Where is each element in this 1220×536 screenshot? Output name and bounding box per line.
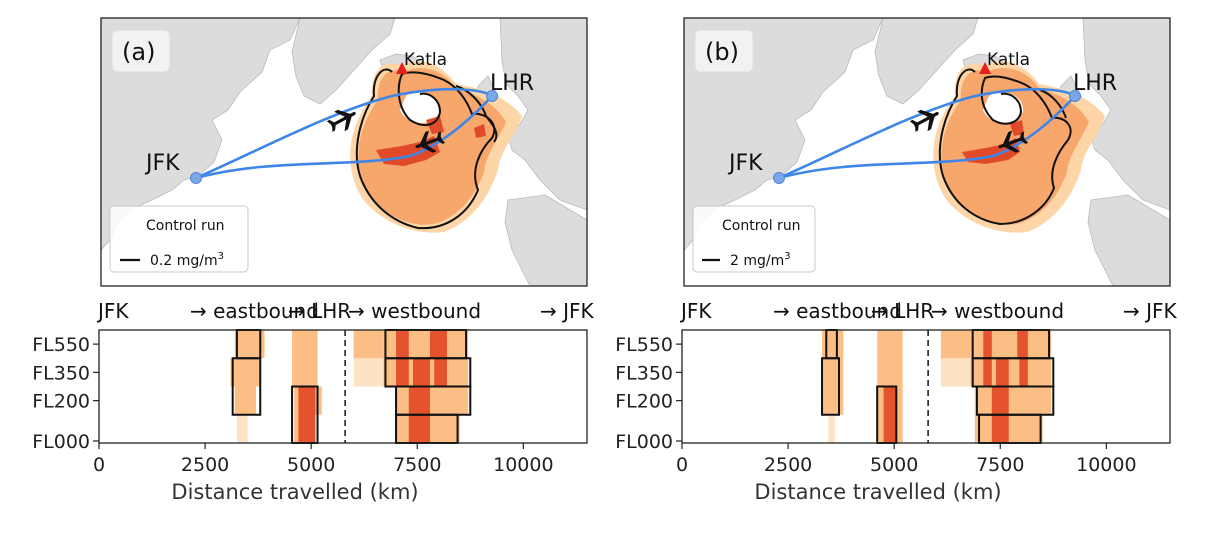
route-label: → LHR [871, 299, 934, 323]
legend-box [692, 205, 816, 273]
legend-title: Control run [146, 218, 225, 234]
heatmap-cell [877, 330, 903, 387]
y-tick-label: FL200 [615, 391, 673, 413]
routes-a [194, 87, 494, 180]
land-europe [499, 18, 587, 211]
route-heatmap-b: JFK → eastbound→ LHR→ westbound → JFK 0 2500… [615, 299, 1177, 504]
heatmap-cell [974, 386, 1052, 415]
x-tick-label: 5000 [287, 454, 335, 476]
volcano-icon [979, 62, 991, 74]
heatmap-cell [828, 414, 835, 443]
route-eastbound-a [194, 87, 494, 180]
heatmap-cell [413, 358, 430, 387]
airport-destination-label: LHR [490, 71, 534, 96]
land-iberia [1087, 194, 1170, 286]
airport-origin-label: JFK [727, 151, 763, 176]
panel-letter: (a) [122, 38, 155, 66]
airport-lhr-marker [1069, 90, 1081, 102]
x-tick-label: 10000 [493, 454, 553, 476]
route-label: JFK [679, 299, 712, 323]
heatmap-cell [298, 386, 316, 443]
airport-origin-label: JFK [144, 151, 180, 176]
panel-letter-box [694, 29, 754, 73]
map-frame [683, 17, 1171, 287]
map-panel-a: JFK LHR Katla (a) Control run 0.2 mg/m3 [100, 17, 588, 287]
heatmap-cell [940, 330, 971, 359]
route-westbound-a [194, 94, 494, 180]
legend-value: 0.2 mg/m3 [150, 251, 224, 269]
heatmap-cell [940, 358, 971, 387]
route-label: → westbound [931, 299, 1064, 323]
route-westbound-b [777, 94, 1077, 180]
x-axis-title: Distance travelled (km) [754, 480, 1001, 504]
heatmap-cell [292, 330, 318, 387]
heatmap-cell [996, 358, 1009, 387]
airport-jfk-marker [190, 172, 202, 184]
land-iberia [504, 194, 587, 286]
land-europe [1082, 18, 1170, 211]
route-label: → LHR [288, 299, 351, 323]
y-tick-label: FL000 [32, 431, 90, 453]
heatmap-cell [230, 358, 261, 387]
airport-lhr-marker [486, 90, 498, 102]
route-label: → westbound [348, 299, 481, 323]
plot-frame [681, 329, 1171, 444]
x-tick-label: 2500 [181, 454, 229, 476]
x-tick-label: 10000 [1076, 454, 1136, 476]
volcano-label: Katla [987, 50, 1030, 70]
x-tick-label: 2500 [764, 454, 812, 476]
legend-value: 2 mg/m3 [730, 251, 791, 269]
y-tick-label: FL350 [615, 362, 673, 384]
plot-frame [98, 329, 588, 444]
legend-title: Control run [722, 218, 801, 234]
routes-b [777, 87, 1077, 180]
heatmap-cell [434, 358, 447, 387]
volcano-label: Katla [404, 50, 447, 70]
x-tick-label: 0 [93, 454, 105, 476]
heatmap-cell [1019, 358, 1028, 387]
heatmap-cell [353, 330, 384, 359]
airport-destination-label: LHR [1073, 71, 1117, 96]
x-tick-label: 7500 [393, 454, 441, 476]
volcano-icon [396, 62, 408, 74]
contour-outline [231, 357, 262, 416]
route-heatmap-a: JFK → eastbound→ LHR→ westbound → JFK 0 2500… [32, 299, 594, 504]
land-greenland [874, 18, 979, 105]
route-label: JFK [96, 299, 129, 323]
heatmap-cell [234, 386, 257, 415]
y-tick-label: FL550 [32, 334, 90, 356]
x-tick-label: 5000 [870, 454, 918, 476]
heatmap-cell [236, 414, 248, 443]
y-tick-label: FL000 [615, 431, 673, 453]
heatmap-cell [883, 386, 897, 443]
route-label: → eastbound [190, 299, 319, 323]
heatmap-cell [1017, 330, 1028, 359]
y-tick-label: FL550 [615, 334, 673, 356]
x-tick-label: 0 [676, 454, 688, 476]
map-frame [100, 17, 588, 287]
heatmap-cell [822, 386, 844, 415]
panel-letter: (b) [705, 38, 739, 66]
heatmap-cell [429, 330, 447, 359]
y-tick-label: FL350 [32, 362, 90, 384]
x-tick-label: 7500 [976, 454, 1024, 476]
heatmap-cell [353, 358, 384, 387]
legend-box [109, 205, 249, 273]
land-greenland [291, 18, 396, 105]
route-label: → eastbound [773, 299, 902, 323]
panel-letter-box [111, 29, 171, 73]
route-label: → JFK [1123, 299, 1178, 323]
heatmap-cell [396, 386, 469, 415]
route-eastbound-b [777, 87, 1077, 180]
y-tick-label: FL200 [32, 391, 90, 413]
contour-outline [821, 357, 841, 416]
x-axis-title: Distance travelled (km) [171, 480, 418, 504]
airport-jfk-marker [773, 172, 785, 184]
map-panel-b: JFK LHR Katla (b) Control run 2 mg/m3 [683, 17, 1171, 287]
route-label: → JFK [540, 299, 595, 323]
